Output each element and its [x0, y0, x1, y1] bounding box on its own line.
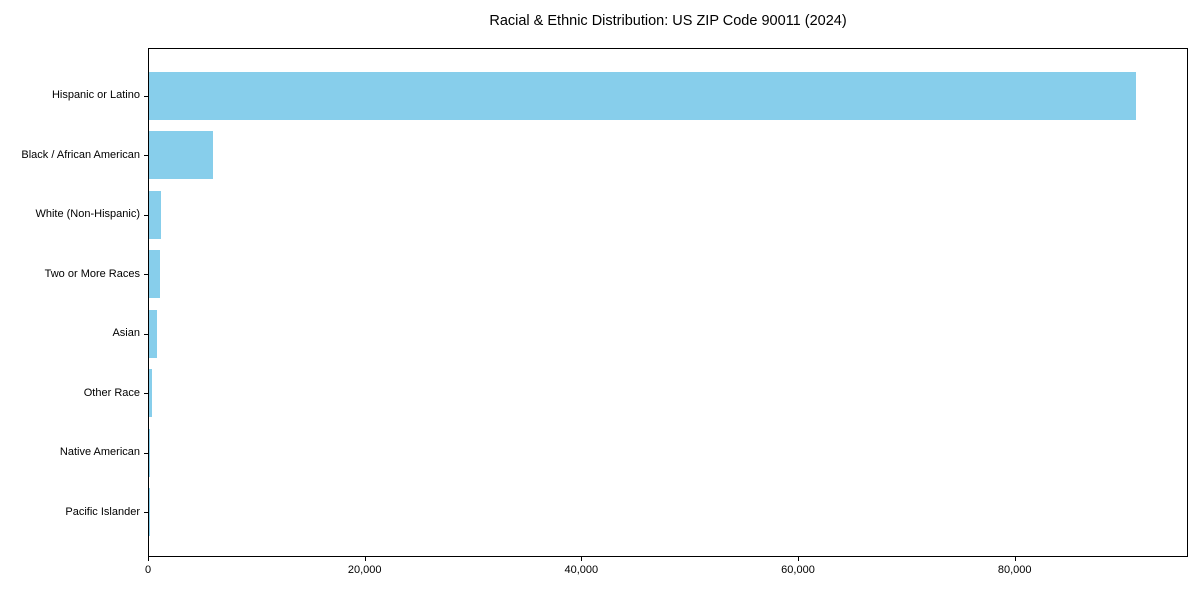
- x-tick-mark: [148, 557, 149, 561]
- bar-black-african-american: [149, 131, 213, 179]
- bar-native-american: [149, 428, 150, 477]
- y-axis-category-label: Black / African American: [21, 148, 140, 161]
- y-tick-mark: [144, 393, 148, 394]
- bar-two-or-more-races: [149, 250, 161, 298]
- bar-hispanic-or-latino: [149, 71, 1137, 120]
- x-axis-tick-label: 40,000: [564, 564, 599, 576]
- x-tick-mark: [1014, 557, 1016, 561]
- y-axis-category-label: Native American: [59, 446, 140, 458]
- y-tick-mark: [144, 512, 148, 513]
- y-axis-category-label: White (Non-Hispanic): [35, 208, 140, 220]
- bar-white-non-hispanic: [149, 190, 161, 239]
- y-axis-category-label: Other Race: [83, 386, 140, 399]
- y-tick-mark: [144, 333, 148, 335]
- x-axis-tick-label: 60,000: [781, 564, 815, 576]
- y-tick-mark: [144, 95, 148, 97]
- y-tick-mark: [144, 214, 148, 216]
- y-axis-category-label: Two or More Races: [44, 267, 140, 280]
- x-axis-tick-label: 0: [144, 564, 152, 576]
- x-tick-mark: [364, 557, 366, 561]
- bar-asian: [149, 309, 157, 358]
- y-tick-mark: [144, 452, 148, 454]
- bar-other-race: [149, 369, 153, 417]
- x-tick-mark: [581, 557, 583, 561]
- x-axis-tick-label: 20,000: [347, 564, 382, 576]
- y-axis-category-label: Pacific Islander: [65, 505, 140, 518]
- y-axis-category-label: Hispanic or Latino: [51, 89, 140, 101]
- y-tick-mark: [144, 274, 148, 275]
- x-axis-tick-label: 80,000: [997, 564, 1032, 576]
- x-tick-mark: [798, 557, 799, 561]
- y-axis-category-label: Asian: [112, 327, 140, 339]
- plot-area: [148, 48, 1188, 557]
- y-tick-mark: [144, 155, 148, 156]
- chart-title: Racial & Ethnic Distribution: US ZIP Cod…: [489, 13, 847, 29]
